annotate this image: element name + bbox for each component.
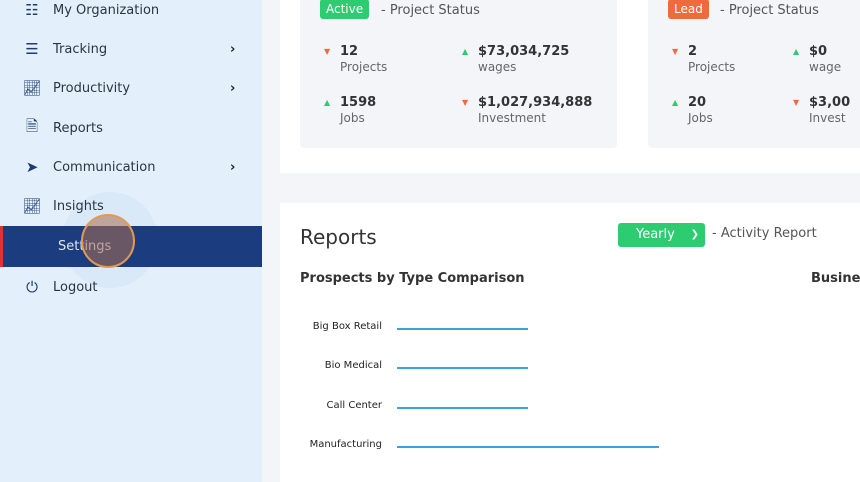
stat-wages: ▲ $0 wage (793, 44, 842, 74)
bar-call-center (397, 406, 528, 409)
bar-big-box-retail (397, 328, 528, 330)
category-label: Call Center (326, 399, 382, 411)
active-status-card: Active - Project Status ▼ 12 Projects ▲ $73… (300, 0, 617, 148)
stat-investment: ▼ $3,00 Invest (793, 95, 851, 125)
stat-projects: ▼ 12 Projects (324, 44, 388, 74)
sidebar-item-tracking[interactable]: ☰ Tracking › (0, 29, 262, 69)
click-cursor (81, 214, 135, 268)
business-chart-title: Busine (811, 271, 860, 286)
chevron-right-icon: › (230, 41, 236, 57)
period-select[interactable]: Yearly ❯ (618, 223, 705, 247)
stat-wages: ▲ $73,034,725 wages (462, 44, 570, 74)
stat-projects: ▼ 2 Projects (672, 44, 736, 74)
chart-line-icon: 📈︎ (22, 79, 42, 97)
trend-up-icon: ▲ (793, 47, 800, 56)
file-icon: 🗎︎ (25, 116, 39, 135)
trend-down-icon: ▼ (462, 98, 469, 107)
category-label: Bio Medical (324, 360, 382, 372)
sidebar-item-productivity[interactable]: 📈︎ Productivity › (22, 79, 236, 97)
card-title: - Project Status (720, 3, 819, 18)
power-icon: ⏻ (26, 278, 38, 296)
lead-status-card: Lead - Project Status ▼ 2 Projects ▲ $0 wage… (648, 0, 860, 148)
reports-panel: Reports Yearly ❯ - Activity Report Prospe… (280, 203, 860, 482)
sidebar-item-logout[interactable]: ⏻ Logout (0, 267, 262, 307)
trend-up-icon: ▲ (672, 98, 679, 107)
sidebar-item-my-organization[interactable]: ☷ My Organization (0, 0, 262, 30)
trend-up-icon: ▲ (324, 98, 331, 107)
sidebar-item-communication[interactable]: ➤ Communication › (0, 147, 262, 187)
sidebar: ☷ My Organization ☰ Tracking › 📈︎ Productivi… (0, 0, 262, 482)
chevron-down-icon: ❯ (690, 229, 699, 240)
chart-title: Prospects by Type Comparison (300, 271, 525, 286)
sitemap-icon: ☷ (25, 1, 39, 19)
bar-bio-medical (397, 367, 528, 370)
trend-down-icon: ▼ (672, 47, 679, 56)
category-label: Manufacturing (309, 438, 382, 450)
trend-down-icon: ▼ (793, 98, 800, 107)
paper-plane-icon: ➤ (25, 158, 39, 176)
list-icon: ☰ (25, 40, 39, 58)
sidebar-item-insights[interactable]: 📈︎ Insights (22, 197, 104, 215)
chart-line-icon: 📈︎ (22, 197, 42, 215)
status-badge: Active (320, 0, 370, 19)
card-title: - Project Status (381, 3, 480, 18)
category-label: Big Box Retail (312, 321, 382, 332)
chevron-right-icon: › (230, 80, 236, 96)
bar-manufacturing (397, 445, 659, 448)
stat-jobs: ▲ 1598 Jobs (324, 95, 377, 125)
trend-up-icon: ▲ (462, 47, 469, 56)
chevron-right-icon: › (230, 159, 236, 175)
stat-investment: ▼ $1,027,934,888 Investment (462, 95, 593, 125)
sidebar-item-reports[interactable]: 🗎︎ Reports (0, 108, 262, 148)
trend-down-icon: ▼ (324, 47, 331, 56)
status-badge: Lead (668, 0, 709, 19)
reports-title: Reports (300, 225, 377, 249)
stat-jobs: ▲ 20 Jobs (672, 95, 713, 125)
activity-report-label: - Activity Report (712, 226, 817, 241)
project-status-section: Active - Project Status ▼ 12 Projects ▲ $73… (280, 0, 860, 173)
